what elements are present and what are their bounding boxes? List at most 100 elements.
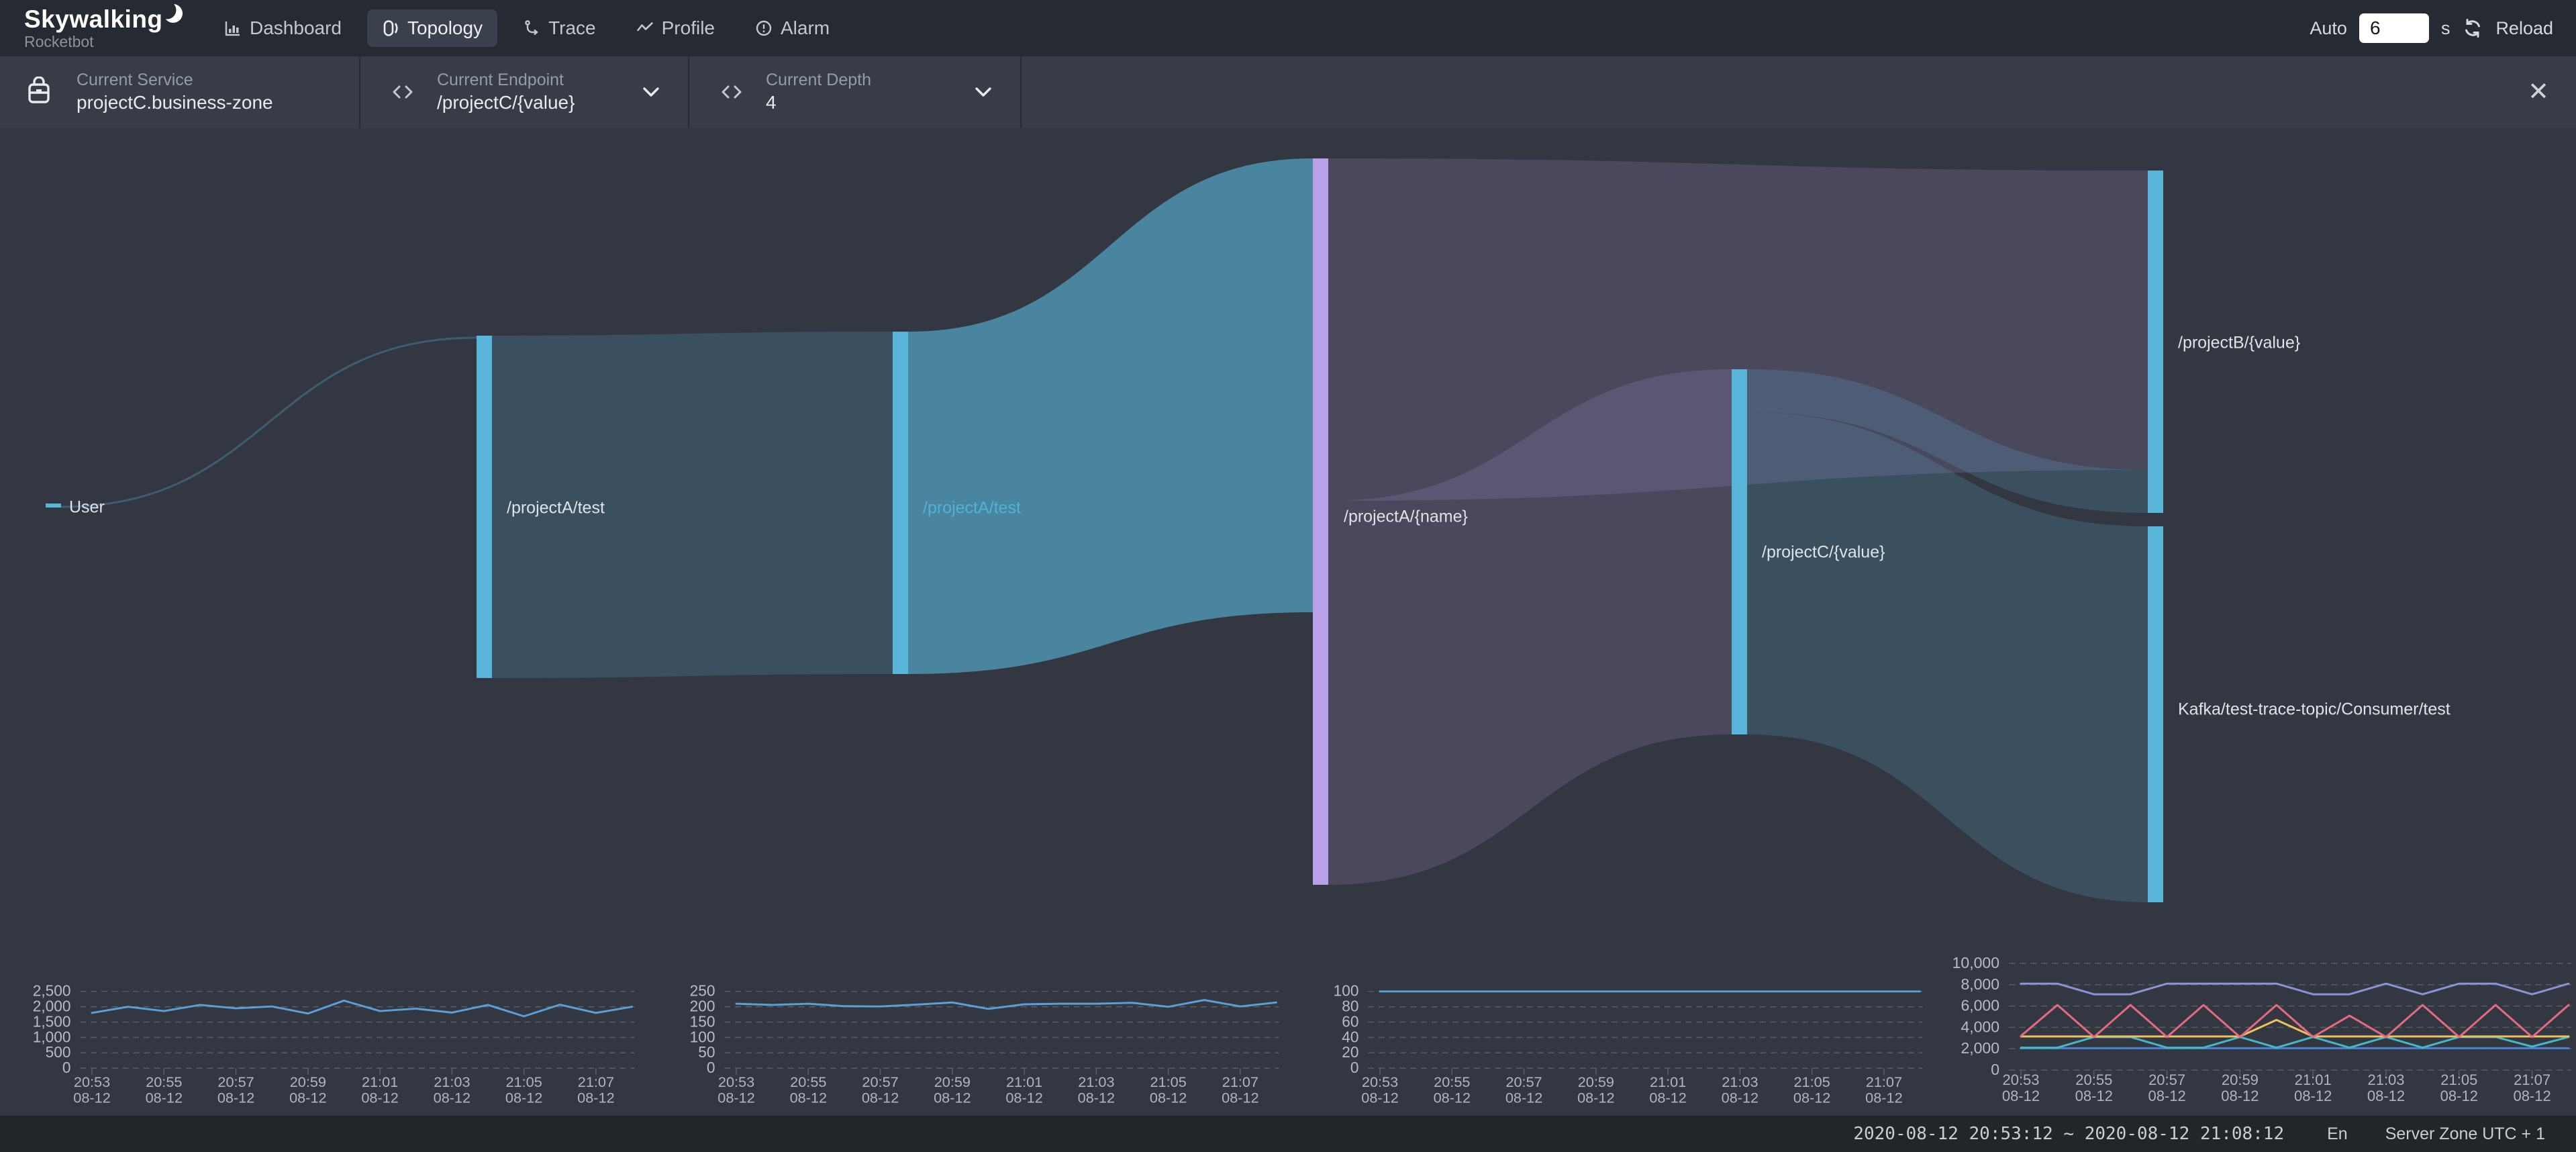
x-axis-tick-date-label: 08-12 — [2148, 1088, 2185, 1104]
sankey-link[interactable] — [1747, 369, 2148, 513]
x-axis-tick-date-label: 08-12 — [577, 1089, 614, 1106]
trace-icon — [523, 19, 540, 37]
service-icon — [26, 77, 52, 107]
x-axis-tick-label: 21:03 — [1078, 1073, 1114, 1090]
sankey-node[interactable] — [1732, 369, 1747, 734]
selector-value: projectC.business-zone — [77, 91, 273, 113]
sankey-link[interactable] — [1747, 412, 2148, 902]
chart-successful-rate: 100 80 60 40 20 0 20:53 08-12 20:55 08-12 20:57 08-… — [1288, 913, 1932, 1116]
sankey-link[interactable] — [908, 158, 1313, 674]
x-axis-tick-label: 20:55 — [790, 1073, 826, 1090]
chart-title — [1947, 928, 2576, 951]
nav-right: Auto s Reload — [2310, 13, 2553, 43]
sankey-node-label: /projectA/{name} — [1344, 508, 1468, 526]
auto-interval-input[interactable] — [2359, 13, 2429, 43]
sankey-node[interactable] — [477, 336, 492, 678]
auto-unit-label: s — [2440, 17, 2450, 38]
sankey-link[interactable] — [60, 336, 477, 508]
x-axis-tick-date-label: 08-12 — [1361, 1089, 1398, 1106]
selector-current-depth[interactable]: Current Depth 4 — [689, 56, 1022, 128]
topology-icon — [382, 19, 399, 37]
language-selector[interactable]: En — [2327, 1124, 2348, 1143]
x-axis-tick-date-label: 08-12 — [789, 1089, 826, 1106]
sankey-link[interactable] — [1328, 369, 1732, 885]
nav-item-label: Profile — [661, 17, 715, 38]
filter-bar: Current Service projectC.business-zone Cur… — [0, 56, 2576, 128]
chart-load-cpm-calls-per-minute: 250 200 150 100 50 0 20:53 08-12 20:55 08-12 20:57… — [644, 913, 1289, 1116]
y-axis-tick-label: 40 — [1342, 1028, 1358, 1045]
x-axis-tick-label: 21:07 — [578, 1073, 614, 1090]
nav-item-alarm[interactable]: Alarm — [740, 9, 844, 47]
sankey-node[interactable] — [893, 332, 908, 674]
nav-item-topology[interactable]: Topology — [366, 9, 498, 47]
y-axis-tick-label: 0 — [1991, 1061, 1999, 1078]
sankey-node-label: User — [69, 498, 105, 517]
reload-label[interactable]: Reload — [2495, 17, 2553, 38]
x-axis-tick-label: 21:07 — [2514, 1071, 2550, 1088]
reload-icon[interactable] — [2462, 17, 2483, 39]
sankey-node[interactable] — [2148, 171, 2163, 513]
x-axis-tick-date-label: 08-12 — [1865, 1089, 1902, 1106]
footer-bar: 2020-08-12 20:53:12 ~ 2020-08-12 21:08:1… — [0, 1116, 2576, 1152]
sankey-link[interactable] — [492, 332, 893, 678]
nav-item-dashboard[interactable]: Dashboard — [209, 9, 356, 47]
y-axis-tick-label: 8,000 — [1961, 975, 1999, 993]
server-zone[interactable]: Server Zone UTC + 1 — [2385, 1124, 2545, 1143]
x-axis-tick-label: 20:55 — [2075, 1071, 2112, 1088]
y-axis-tick-label: 6,000 — [1961, 997, 1999, 1014]
chart-current-value — [15, 951, 644, 982]
x-axis-tick-label: 20:59 — [1578, 1073, 1614, 1090]
nav-item-profile[interactable]: Profile — [622, 9, 730, 47]
x-axis-tick-date-label: 08-12 — [217, 1089, 254, 1106]
x-axis-tick-date-label: 08-12 — [289, 1089, 326, 1106]
sankey-node[interactable] — [1313, 158, 1328, 885]
sankey-node[interactable] — [46, 503, 61, 508]
y-axis-tick-label: 80 — [1342, 997, 1358, 1014]
logo-crescent-icon — [158, 1, 185, 30]
nav-item-trace[interactable]: Trace — [508, 9, 611, 47]
sankey-node-label: /projectA/test — [923, 499, 1021, 518]
chart-plot: 25020015010050020:5308-1220:5508-1220:57… — [689, 982, 1279, 1106]
nav-item-label: Dashboard — [250, 17, 342, 38]
x-axis-tick-label: 20:59 — [2221, 1071, 2258, 1088]
close-icon[interactable]: ✕ — [2528, 78, 2549, 106]
sankey-link[interactable] — [1328, 158, 2148, 501]
selector-label: Current Depth — [766, 70, 872, 90]
selector-current-service[interactable]: Current Service projectC.business-zone — [0, 56, 360, 128]
selector-current-endpoint[interactable]: Current Endpoint/projectC/{value} — [360, 56, 689, 128]
x-axis-tick-label: 20:57 — [1505, 1073, 1542, 1090]
profile-icon — [636, 19, 654, 37]
y-axis-tick-label: 4,000 — [1961, 1018, 1999, 1035]
x-axis-tick-label: 21:03 — [434, 1073, 470, 1090]
x-axis-tick-label: 21:05 — [1150, 1073, 1186, 1090]
selector-value: /projectC/{value} — [437, 91, 575, 113]
x-axis-tick-date-label: 08-12 — [861, 1089, 898, 1106]
selector-label: Current Endpoint — [437, 70, 564, 90]
x-axis-tick-label: 21:07 — [1866, 1073, 1902, 1090]
y-axis-tick-label: 1,000 — [33, 1028, 71, 1045]
x-axis-tick-label: 20:53 — [74, 1073, 110, 1090]
x-axis-tick-label: 21:05 — [2440, 1071, 2477, 1088]
y-axis-tick-label: 200 — [689, 997, 715, 1014]
x-axis-tick-label: 20:57 — [217, 1073, 254, 1090]
logo-subtitle: Rocketbot — [24, 33, 94, 50]
y-axis-tick-label: 0 — [1350, 1059, 1359, 1076]
x-axis-tick-date-label: 08-12 — [1793, 1089, 1830, 1106]
logo[interactable]: Skywalking Rocketbot — [24, 1, 192, 50]
x-axis-tick-date-label: 08-12 — [1577, 1089, 1614, 1106]
chart-title — [15, 928, 644, 951]
dashboard-icon — [224, 19, 242, 37]
x-axis-tick-label: 20:53 — [717, 1073, 754, 1090]
x-axis-tick-date-label: 08-12 — [1649, 1089, 1686, 1106]
chart-plot: 10,0008,0006,0004,0002,000020:5308-1220:… — [1952, 954, 2571, 1104]
metric-charts-row: 2,500 2,000 1,500 1,000 500 0 20:53 08-12 20:55 0… — [0, 913, 2576, 1116]
y-axis-tick-label: 2,000 — [1961, 1039, 1999, 1057]
x-axis-tick-label: 21:01 — [1650, 1073, 1686, 1090]
sankey-node[interactable] — [2148, 526, 2163, 902]
x-axis-tick-date-label: 08-12 — [934, 1089, 971, 1106]
x-axis-tick-date-label: 08-12 — [1005, 1089, 1042, 1106]
time-range[interactable]: 2020-08-12 20:53:12 ~ 2020-08-12 21:08:1… — [1853, 1124, 2285, 1144]
x-axis-tick-label: 20:53 — [1362, 1073, 1398, 1090]
y-axis-tick-label: 20 — [1342, 1043, 1358, 1061]
